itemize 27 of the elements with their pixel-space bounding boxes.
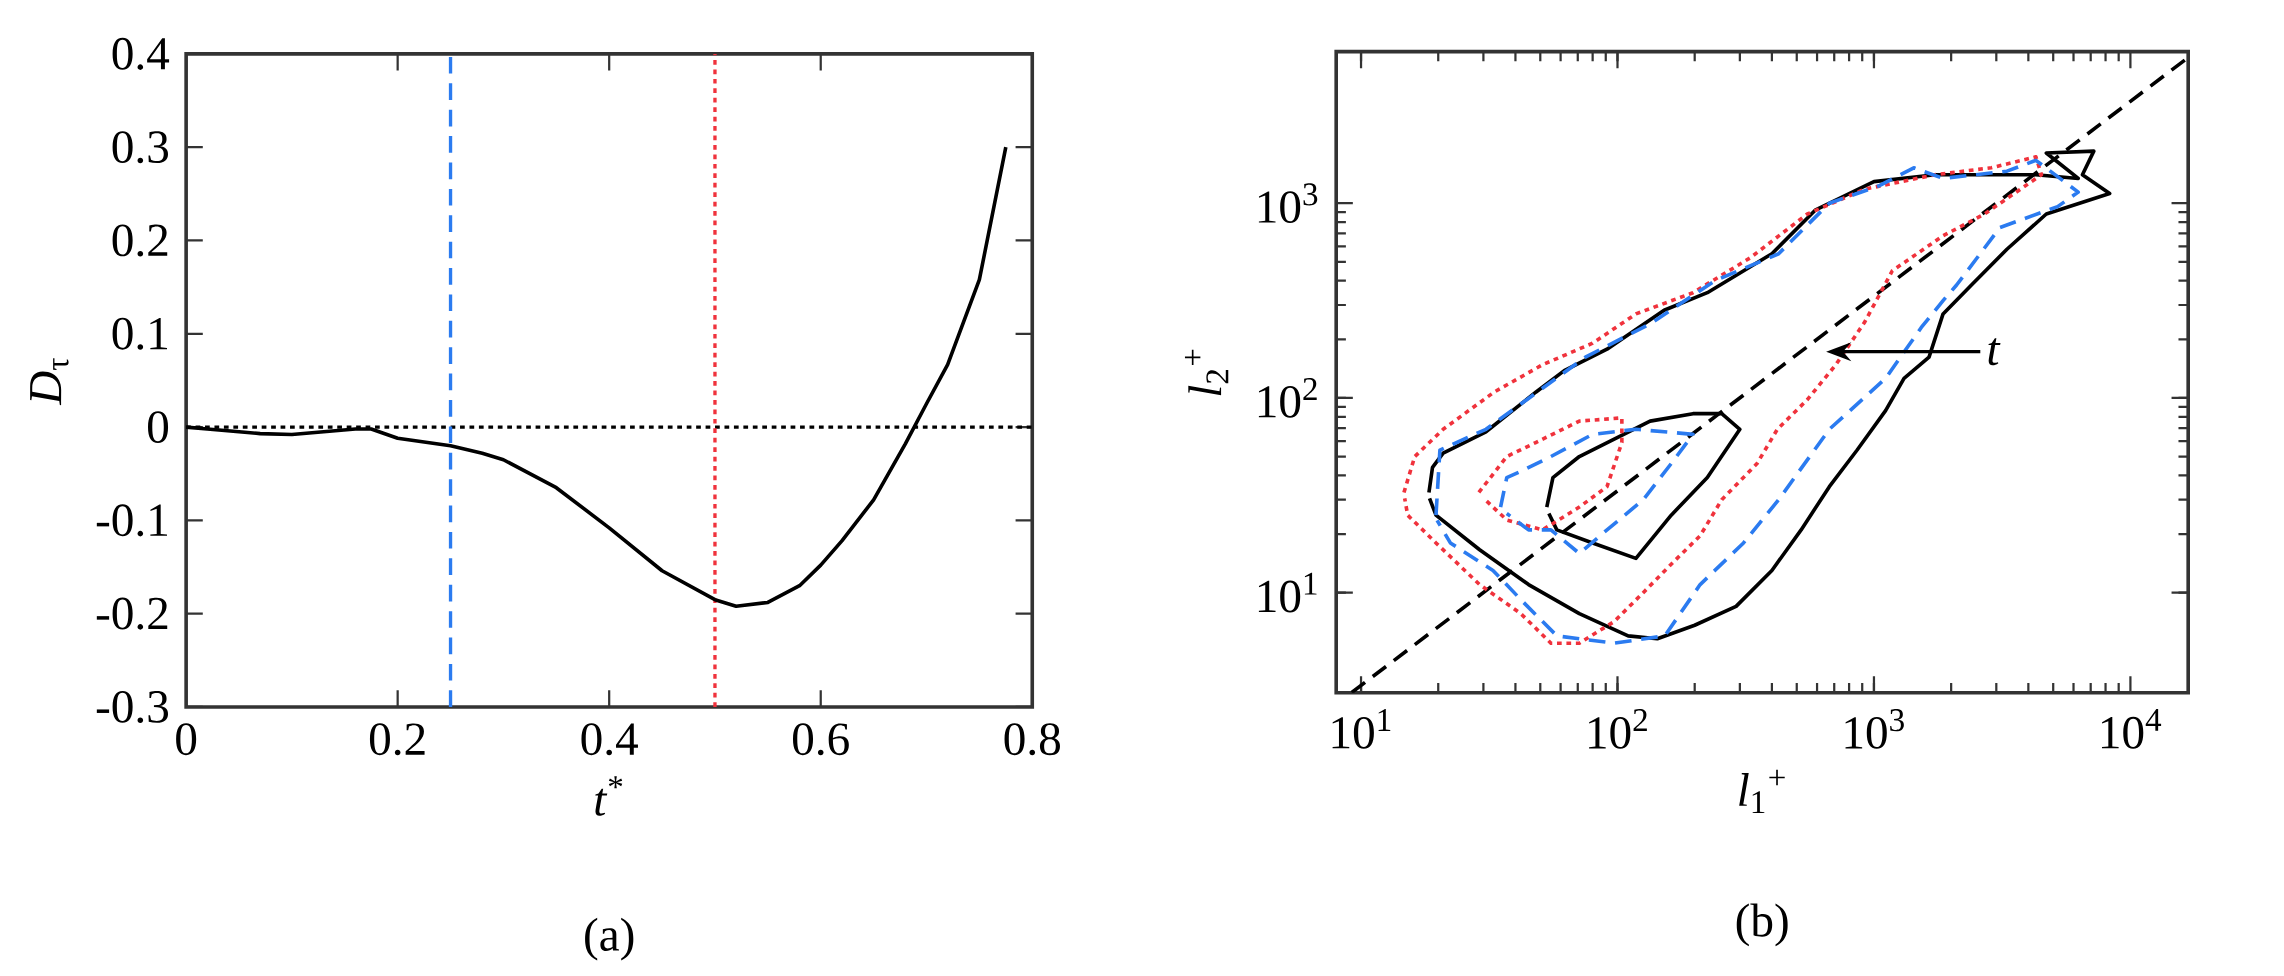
y-tick-label: -0.3	[96, 690, 169, 723]
y-tick-label: -0.2	[96, 597, 168, 630]
y-tick-label: 0	[148, 411, 169, 443]
x-tick-label: 0.2	[369, 723, 425, 756]
x-tick-label: 0.8	[1004, 723, 1060, 756]
y-tick-label: 0.2	[112, 224, 168, 257]
text: (a)	[585, 917, 634, 961]
y-tick-label: 0.4	[112, 37, 170, 70]
y-axis-title: l$_{2}$+	[1184, 349, 1229, 396]
annotation: t	[1988, 338, 2001, 366]
x-tick-label: 0.6	[792, 723, 849, 756]
x-tick-label: 0.4	[581, 723, 638, 756]
y-axis-title: D$_{τ}$	[30, 358, 69, 406]
x-tick-label: 0	[176, 723, 197, 756]
x-axis-title: t$^{*}$	[595, 776, 623, 816]
y-tick-label: -0.1	[96, 504, 167, 537]
y-tick-label: 10$^{1}$	[1258, 572, 1317, 613]
x-tick-label: 10$^{2}$	[1589, 708, 1647, 749]
text: (b)	[1736, 903, 1788, 947]
x-tick-label: 10$^{1}$	[1332, 708, 1391, 749]
x-tick-label: 10$^{4}$	[2101, 708, 2162, 749]
y-tick-label: 10$^{3}$	[1258, 183, 1318, 223]
y-tick-label: 0.1	[112, 317, 167, 350]
x-tick-label: 10$^{3}$	[1845, 708, 1904, 749]
y-tick-label: 10$^{2}$	[1258, 377, 1317, 418]
y-tick-label: 0.3	[112, 131, 169, 164]
x-axis-title: l$_{1}$+	[1739, 769, 1785, 813]
